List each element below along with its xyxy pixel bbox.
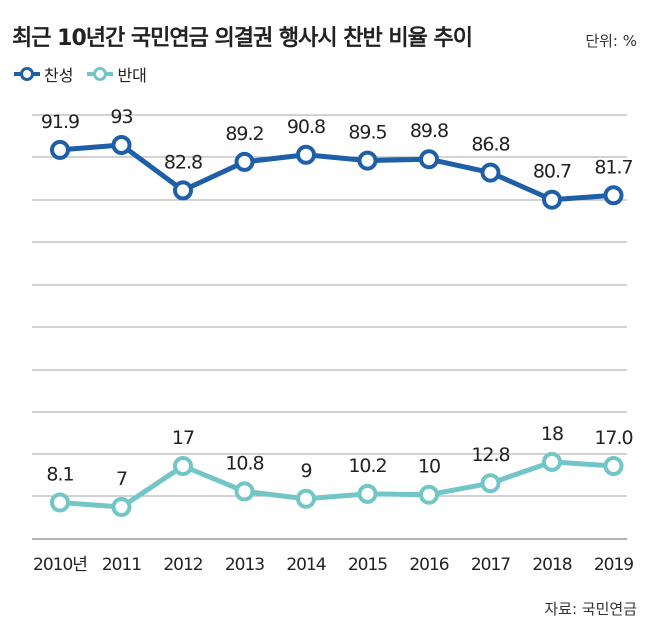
data-label-oppose: 10.2 xyxy=(348,455,386,477)
data-point-approve xyxy=(419,149,439,170)
data-point-approve xyxy=(603,185,624,206)
x-tick-label: 2016 xyxy=(409,555,448,575)
legend-swatch-oppose-icon xyxy=(87,67,114,81)
legend-item-approve: 찬성 xyxy=(14,62,73,86)
data-point-oppose xyxy=(111,497,132,517)
data-point-oppose xyxy=(234,481,255,502)
legend-swatch-approve-icon xyxy=(14,67,40,81)
unit-label: 단위: % xyxy=(585,32,637,50)
chart-title: 최근 10년간 국민연금 의결권 행사시 찬반 비율 추이 xyxy=(12,26,473,51)
data-point-approve xyxy=(357,150,378,171)
series-line-oppose xyxy=(59,459,614,510)
data-label-approve: 82.8 xyxy=(164,151,202,173)
data-point-oppose xyxy=(603,456,624,476)
legend-item-oppose: 반대 xyxy=(87,62,147,86)
data-point-oppose xyxy=(296,488,316,509)
series-line-approve xyxy=(59,142,614,203)
x-tick-label: 2013 xyxy=(225,555,264,575)
x-tick-label: 2010년 xyxy=(33,555,87,575)
data-point-oppose xyxy=(357,483,378,504)
x-tick-label: 2019 xyxy=(594,555,633,575)
legend-label-approve: 찬성 xyxy=(44,66,74,85)
data-point-oppose xyxy=(419,484,439,505)
data-label-oppose: 10 xyxy=(418,456,440,478)
data-label-oppose: 17.0 xyxy=(594,427,632,449)
data-label-approve: 86.8 xyxy=(471,134,509,156)
data-label-oppose: 12.8 xyxy=(471,444,509,466)
data-label-oppose: 17 xyxy=(172,427,194,449)
data-label-approve: 89.2 xyxy=(225,123,263,145)
data-point-approve xyxy=(296,144,316,165)
data-point-approve xyxy=(234,151,255,172)
data-label-approve: 91.9 xyxy=(41,111,79,133)
x-tick-label: 2012 xyxy=(163,555,202,575)
data-label-approve: 89.8 xyxy=(410,120,448,142)
data-label-approve: 89.5 xyxy=(348,122,386,144)
x-tick-label: 2015 xyxy=(348,555,387,575)
x-tick-label: 2017 xyxy=(471,555,510,575)
data-label-oppose: 9 xyxy=(300,460,311,482)
legend-label-oppose: 반대 xyxy=(117,66,147,85)
data-point-approve xyxy=(173,180,193,201)
x-tick-label: 2014 xyxy=(286,555,325,575)
data-label-oppose: 7 xyxy=(116,468,127,490)
data-label-oppose: 18 xyxy=(541,423,563,445)
data-label-oppose: 10.8 xyxy=(225,452,263,474)
data-point-oppose xyxy=(542,451,562,472)
x-tick-label: 2011 xyxy=(102,555,141,575)
legend: 찬성 반대 xyxy=(14,62,161,86)
data-point-approve xyxy=(50,139,70,160)
x-tick-label: 2018 xyxy=(532,555,571,575)
data-label-approve: 80.7 xyxy=(533,161,571,183)
data-point-oppose xyxy=(173,456,193,476)
data-label-oppose: 8.1 xyxy=(46,463,73,485)
data-point-oppose xyxy=(50,492,70,513)
source-note: 자료: 국민연금 xyxy=(544,600,637,618)
data-label-approve: 81.7 xyxy=(594,156,632,178)
data-point-approve xyxy=(111,135,132,155)
data-point-approve xyxy=(542,189,562,210)
data-point-oppose xyxy=(480,473,501,494)
data-label-approve: 93 xyxy=(110,106,132,128)
data-point-approve xyxy=(480,162,501,183)
data-label-approve: 90.8 xyxy=(287,116,325,138)
